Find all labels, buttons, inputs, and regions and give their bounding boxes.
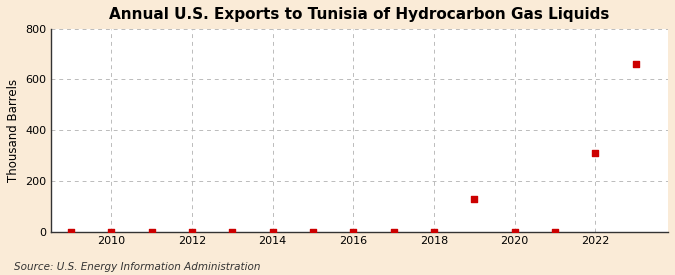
Point bbox=[429, 230, 439, 234]
Point bbox=[267, 230, 278, 234]
Point bbox=[146, 230, 157, 234]
Point bbox=[348, 230, 359, 234]
Point bbox=[469, 197, 480, 201]
Point bbox=[388, 230, 399, 234]
Title: Annual U.S. Exports to Tunisia of Hydrocarbon Gas Liquids: Annual U.S. Exports to Tunisia of Hydroc… bbox=[109, 7, 610, 22]
Point bbox=[308, 230, 319, 234]
Point bbox=[510, 230, 520, 234]
Y-axis label: Thousand Barrels: Thousand Barrels bbox=[7, 79, 20, 182]
Point bbox=[106, 230, 117, 234]
Text: Source: U.S. Energy Information Administration: Source: U.S. Energy Information Administ… bbox=[14, 262, 260, 272]
Point bbox=[186, 230, 197, 234]
Point bbox=[590, 151, 601, 155]
Point bbox=[549, 230, 560, 234]
Point bbox=[65, 230, 76, 234]
Point bbox=[227, 230, 238, 234]
Point bbox=[630, 62, 641, 67]
